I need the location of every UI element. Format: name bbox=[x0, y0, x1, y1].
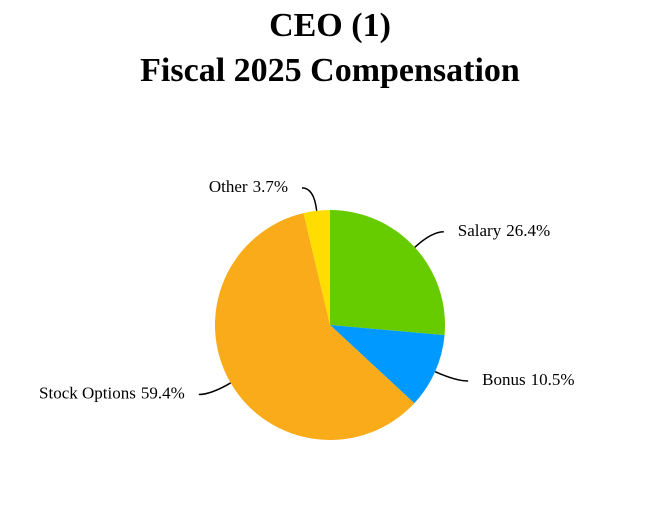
pie-slice bbox=[330, 210, 445, 336]
pie-slice bbox=[330, 325, 445, 404]
leader-line bbox=[301, 187, 318, 211]
slice-category: Bonus bbox=[482, 370, 525, 389]
leader-line bbox=[198, 382, 232, 396]
slice-label: Salary 26.4% bbox=[458, 221, 550, 240]
leader-line bbox=[414, 231, 444, 248]
pie-slice bbox=[214, 213, 415, 440]
chart-subtitle: Fiscal 2025 Compensation bbox=[140, 52, 520, 89]
leader-line bbox=[434, 370, 469, 382]
chart-title: CEO (1) bbox=[269, 7, 391, 44]
slice-value: 26.4% bbox=[506, 221, 550, 240]
slice-value: 10.5% bbox=[531, 370, 575, 389]
slice-category: Other bbox=[209, 177, 248, 196]
slice-category: Salary bbox=[458, 221, 502, 240]
slice-category: Stock Options bbox=[39, 383, 136, 402]
slice-label: Bonus 10.5% bbox=[482, 370, 574, 389]
pie-slice bbox=[303, 210, 330, 325]
slice-label: Other 3.7% bbox=[209, 177, 288, 196]
slice-label: Stock Options 59.4% bbox=[39, 383, 185, 402]
slice-value: 3.7% bbox=[253, 177, 288, 196]
slice-value: 59.4% bbox=[141, 383, 185, 402]
